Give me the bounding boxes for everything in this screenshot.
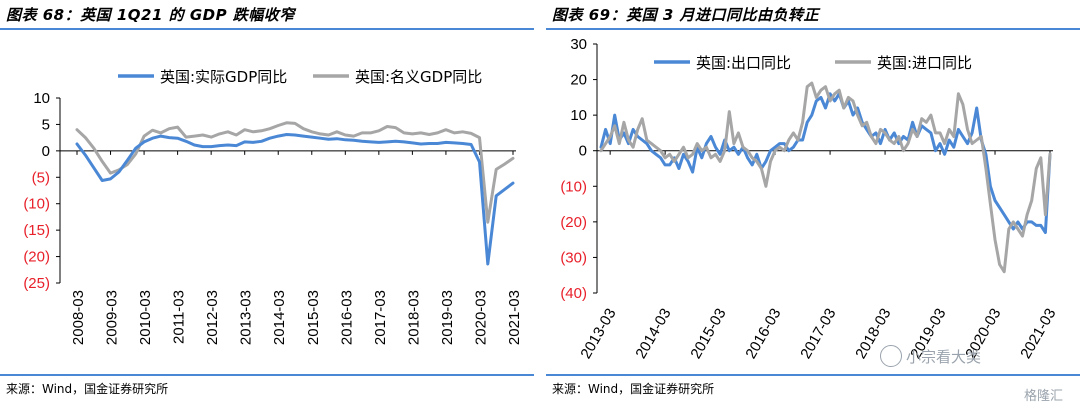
x-tick-label: 2008-03	[70, 290, 87, 345]
series-line-1	[75, 121, 515, 224]
x-tick-label: 2018-03	[405, 290, 422, 345]
y-tick-label: (25)	[23, 275, 50, 292]
right-line-chart: 30 20 10 0 (10) (20) (30) (40) 2013-03 2014-03 201…	[560, 36, 1059, 362]
y-tick-label: (20)	[560, 214, 587, 231]
y-tick-label: 5	[42, 116, 50, 133]
left-chart-panel: 图表 68：英国 1Q21 的 GDP 跌幅收窄 10 5 0 (5) (10) (15)…	[0, 0, 534, 409]
watermark-site-name: 格隆汇	[1024, 389, 1064, 404]
x-tick-label: 2012-03	[204, 290, 221, 345]
y-tick-label: (30)	[560, 249, 587, 266]
right-chart-source: 来源：Wind，国金证券研究所	[552, 382, 715, 396]
x-tick-label: 2014-03	[632, 306, 674, 362]
y-tick-label: 0	[579, 143, 587, 160]
y-tick-label: (15)	[23, 222, 50, 239]
left-chart-source: 来源：Wind，国金证券研究所	[6, 382, 169, 396]
legend-label: 英国:实际GDP同比	[160, 68, 287, 86]
x-tick-label: 2016-03	[338, 290, 355, 345]
wechat-icon	[880, 345, 902, 367]
right-title-rule	[546, 28, 1080, 30]
y-tick-label: 30	[570, 36, 587, 53]
series-line-0	[599, 92, 1052, 234]
series-line-0	[75, 133, 515, 266]
x-tick-label: 2014-03	[271, 290, 288, 345]
left-bottom-rule	[0, 374, 534, 376]
y-tick-label: (20)	[23, 249, 50, 266]
right-chart-panel: 图表 69：英国 3 月进口同比由负转正 30 20 10 0 (10) (20) (30)…	[546, 0, 1080, 409]
legend-label: 英国:出口同比	[696, 54, 791, 72]
x-tick-label: 2011-03	[171, 290, 188, 344]
legend-label: 英国:进口同比	[877, 54, 972, 72]
legend-label: 英国:名义GDP同比	[355, 68, 482, 86]
x-tick-label: 2020-03	[472, 290, 489, 345]
series-line-1	[599, 81, 1052, 274]
y-tick-label: 10	[570, 107, 587, 124]
x-tick-label: 2013-03	[238, 290, 255, 345]
x-tick-label: 2015-03	[305, 290, 322, 345]
y-tick-label: 20	[570, 72, 587, 89]
y-tick-label: (5)	[32, 169, 50, 186]
right-chart-title: 图表 69：英国 3 月进口同比由负转正	[552, 6, 819, 24]
y-tick-label: 0	[42, 143, 50, 160]
x-tick-label: 2021-03	[506, 290, 523, 345]
watermark-channel-name: 小宗看大类	[906, 348, 982, 366]
x-tick-label: 2009-03	[104, 290, 121, 345]
x-tick-label: 2017-03	[797, 306, 839, 362]
right-bottom-rule	[546, 374, 1080, 376]
left-line-chart: 10 5 0 (5) (10) (15) (20) (25) 2008-03 2009-03 201…	[23, 68, 523, 345]
x-tick-label: 2017-03	[372, 290, 389, 345]
x-tick-label: 2015-03	[687, 306, 729, 362]
x-tick-label: 2013-03	[577, 306, 619, 362]
x-tick-label: 2021-03	[1017, 306, 1059, 362]
x-tick-label: 2010-03	[137, 290, 154, 345]
y-tick-label: 10	[33, 90, 50, 107]
x-tick-label: 2016-03	[742, 306, 784, 362]
left-chart-title: 图表 68：英国 1Q21 的 GDP 跌幅收窄	[6, 6, 295, 24]
left-title-rule	[0, 28, 534, 30]
x-tick-label: 2019-03	[439, 290, 456, 345]
y-tick-label: (10)	[23, 196, 50, 213]
y-tick-label: (40)	[560, 285, 587, 302]
y-tick-label: (10)	[560, 178, 587, 195]
